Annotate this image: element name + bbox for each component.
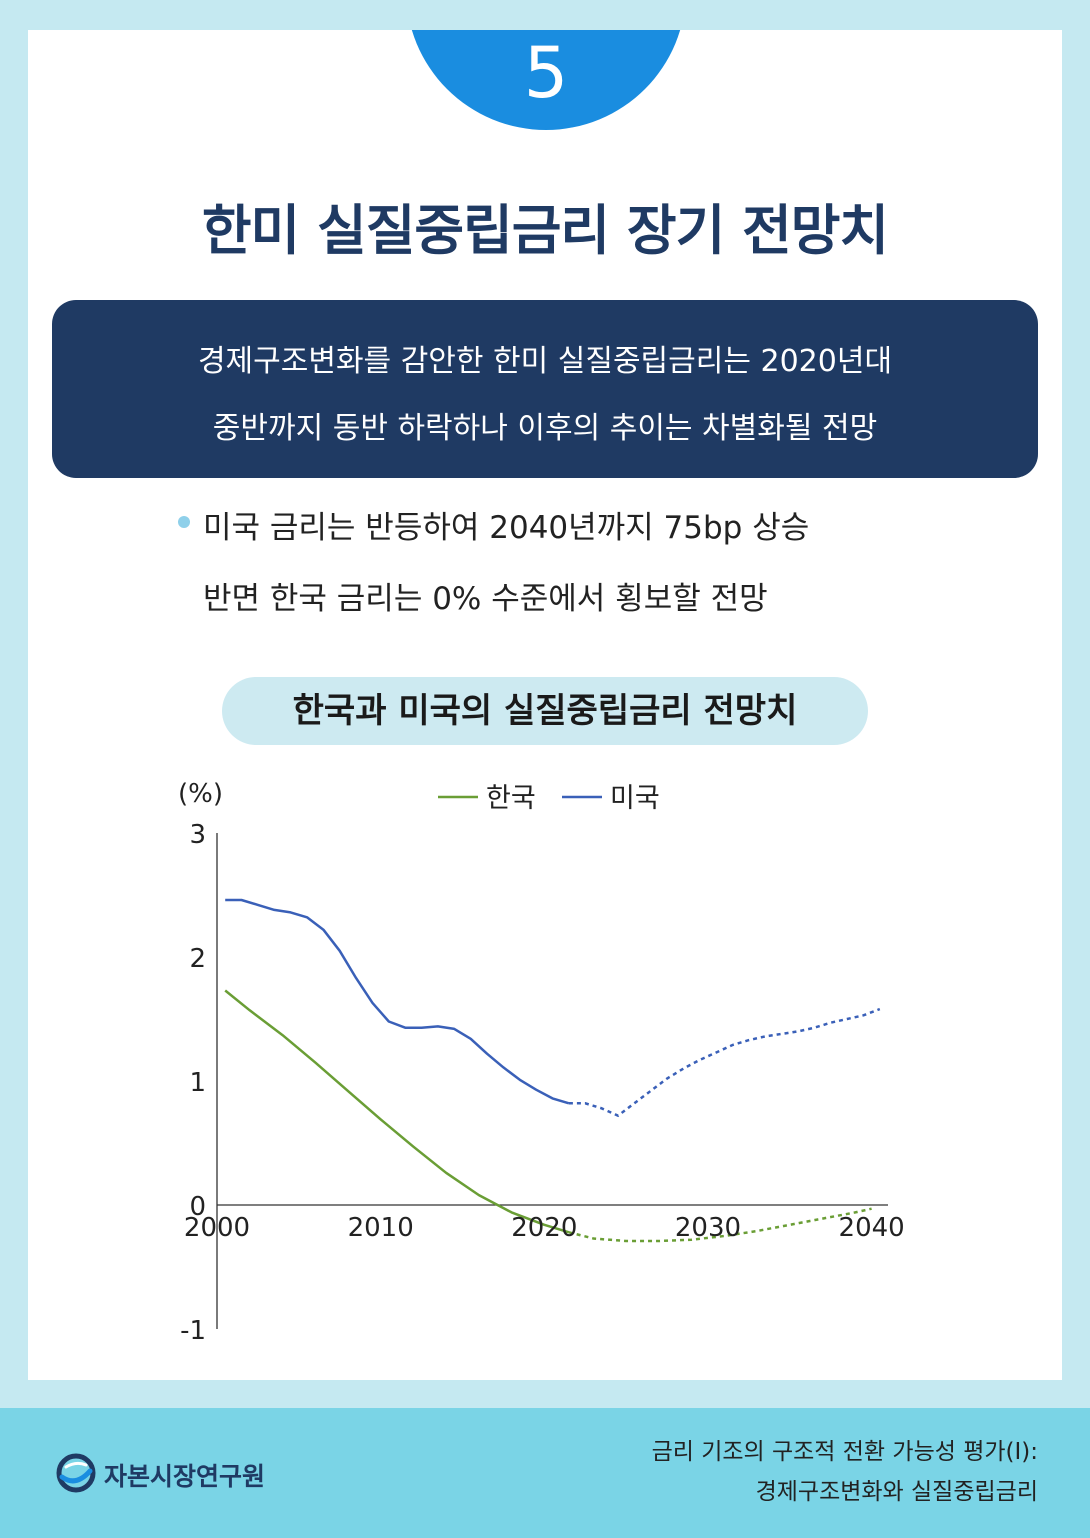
summary-box: 경제구조변화를 감안한 한미 실질중립금리는 2020년대 중반까지 동반 하락… — [52, 300, 1038, 478]
y-tick-label: -1 — [180, 1316, 206, 1346]
report-title-line-2: 경제구조변화와 실질중립금리 — [755, 1479, 1038, 1505]
x-tick-label: 2010 — [348, 1213, 414, 1243]
footer: 자본시장연구원 금리 기조의 구조적 전환 가능성 평가(I): 경제구조변화와… — [0, 1408, 1090, 1538]
y-tick-label: 3 — [189, 820, 206, 850]
page-title: 한미 실질중립금리 장기 전망치 — [201, 199, 889, 262]
kcmi-logo-icon — [56, 1453, 96, 1493]
y-axis-unit: (%) — [178, 779, 223, 809]
rate-forecast-chart: 3 2 1 0 -1 (%) 2000 2010 2020 2030 2040 한국 미국 — [178, 779, 905, 1346]
section-number: 5 — [523, 32, 569, 114]
summary-line-1: 경제구조변화를 감안한 한미 실질중립금리는 2020년대 — [197, 344, 893, 379]
legend-label-korea: 한국 — [486, 783, 536, 814]
y-tick-label: 1 — [189, 1068, 206, 1098]
content-card: 5 한미 실질중립금리 장기 전망치 경제구조변화를 감안한 한미 실질중립금리… — [28, 30, 1062, 1380]
series-line-usa-forecast — [568, 1007, 881, 1118]
bullet-line-1: 미국 금리는 반등하여 2040년까지 75bp 상승 — [203, 510, 810, 546]
y-tick-label: 0 — [189, 1192, 206, 1222]
summary-line-2: 중반까지 동반 하락하나 이후의 추이는 차별화될 전망 — [212, 411, 878, 446]
series-line-korea-actual — [224, 989, 570, 1234]
x-tick-label: 2030 — [675, 1213, 741, 1243]
legend-label-usa: 미국 — [610, 783, 660, 814]
series-line-korea-forecast — [568, 1207, 872, 1243]
y-tick-label: 2 — [189, 944, 206, 974]
bullet-dot-icon — [178, 516, 190, 528]
x-tick-label: 2000 — [184, 1213, 250, 1243]
series-line-usa-actual — [225, 898, 570, 1105]
chart-title: 한국과 미국의 실질중립금리 전망치 — [222, 677, 868, 745]
x-tick-label: 2020 — [511, 1213, 577, 1243]
x-tick-label: 2040 — [839, 1213, 905, 1243]
report-title-line-1: 금리 기조의 구조적 전환 가능성 평가(I): — [651, 1439, 1038, 1465]
bullet-line-2: 반면 한국 금리는 0% 수준에서 횡보할 전망 — [203, 581, 768, 617]
org-name: 자본시장연구원 — [104, 1462, 266, 1491]
